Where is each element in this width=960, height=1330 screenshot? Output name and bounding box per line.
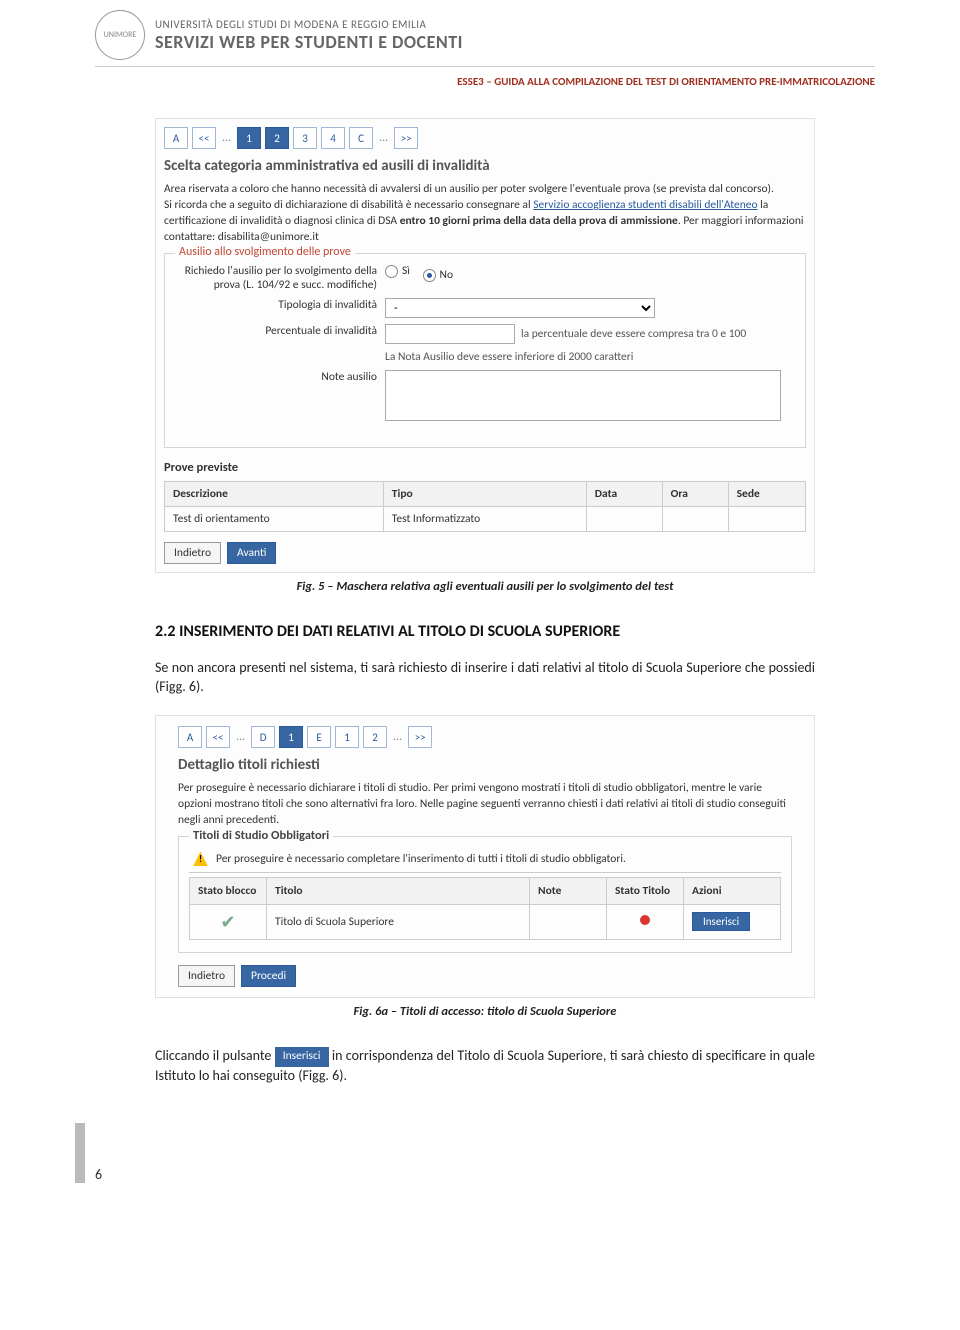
figure-6-caption: Fig. 6a – Titoli di accesso: titolo di S… [155,1004,815,1019]
next-button[interactable]: Avanti [227,542,276,564]
screen-paragraph: Area riservata a coloro che hanno necess… [164,181,806,245]
pager-step[interactable]: A [164,127,188,149]
warning-icon: ! [193,851,208,866]
pager-step[interactable]: 1 [237,127,261,149]
pager-step[interactable]: 3 [293,127,317,149]
screen-title: Scelta categoria amministrativa ed ausil… [164,157,806,175]
check-icon: ✔ [220,911,235,933]
section-heading: 2.2 INSERIMENTO DEI DATI RELATIVI AL TIT… [155,622,815,641]
title-cell: Titolo di Scuola Superiore [267,905,530,940]
university-name: UNIVERSITÀ DEGLI STUDI DI MODENA E REGGI… [155,18,463,31]
doc-header: UNIMORE UNIVERSITÀ DEGLI STUDI DI MODENA… [95,10,875,67]
disability-pct-label: Percentuale di invalidità [177,324,385,344]
radio-no[interactable]: No [423,268,454,282]
pager: A<<...1234C...>> [164,127,806,149]
note-hint: La Nota Ausilio deve essere inferiore di… [385,350,633,364]
pager-step[interactable]: E [307,726,331,748]
fieldset-legend: Titoli di Studio Obbligatori [189,828,333,843]
closing-text: Cliccando il pulsante Inserisci in corri… [155,1047,815,1085]
disability-type-label: Tipologia di invalidità [177,298,385,318]
university-logo: UNIMORE [95,10,145,60]
screen-title: Dettaglio titoli richiesti [178,756,792,774]
pct-hint: la percentuale deve essere compresa tra … [521,327,746,341]
pager-step[interactable]: A [178,726,202,748]
prove-title: Prove previste [164,460,806,475]
pager-step[interactable]: >> [408,726,432,748]
note-label: Note ausilio [177,370,385,425]
request-aid-label: Richiedo l'ausilio per lo svolgimento de… [177,264,385,292]
pager-step[interactable]: 1 [335,726,359,748]
pager-step[interactable]: D [251,726,275,748]
prove-table: DescrizioneTipoDataOraSede Test di orien… [164,481,806,532]
pager-step[interactable]: 2 [363,726,387,748]
pager-step[interactable]: << [206,726,230,748]
insert-button[interactable]: Inserisci [692,912,750,931]
pager: A<<...D1E12...>> [178,726,792,748]
back-button[interactable]: Indietro [164,542,221,564]
warning-text: Per proseguire è necessario completare l… [216,852,626,866]
radio-si[interactable]: Sì [385,264,410,278]
pager-step[interactable]: >> [394,127,418,149]
back-button[interactable]: Indietro [178,965,235,987]
doc-subtitle: ESSE3 – GUIDA ALLA COMPILAZIONE DEL TEST… [95,75,875,88]
pager-step[interactable]: 4 [321,127,345,149]
figure-6-screenshot: A<<...D1E12...>> Dettaglio titoli richie… [155,715,815,998]
figure-5-screenshot: A<<...1234C...>> Scelta categoria ammini… [155,118,815,573]
disability-type-select[interactable]: - [385,298,655,318]
pager-step[interactable]: << [192,127,216,149]
disability-pct-input[interactable] [385,324,515,344]
proceed-button[interactable]: Procedi [241,965,296,987]
pager-step[interactable]: 2 [265,127,289,149]
titles-table: Stato bloccoTitoloNoteStato TitoloAzioni… [189,877,781,940]
section-body: Se non ancora presenti nel sistema, ti s… [155,659,815,697]
screen-paragraph: Per proseguire è necessario dichiarare i… [178,780,792,828]
pager-step[interactable]: 1 [279,726,303,748]
inline-insert-button: Inserisci [275,1047,329,1067]
status-dot-icon [640,915,650,925]
figure-5-caption: Fig. 5 – Maschera relativa agli eventual… [155,579,815,594]
service-name: SERVIZI WEB PER STUDENTI E DOCENTI [155,31,463,53]
pager-step[interactable]: C [349,127,373,149]
fieldset-legend: Ausilio allo svolgimento delle prove [175,245,355,259]
note-textarea[interactable] [385,370,781,421]
